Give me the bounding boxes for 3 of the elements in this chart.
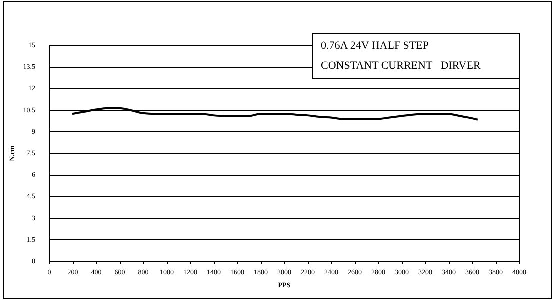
text-box: 0.76A 24V HALF STEP CONSTANT CURRENT DIRVER	[312, 33, 520, 79]
annotation: CONSTANT CURRENT DIRVER	[321, 59, 482, 74]
annotation: 0.76A 24V HALF STEP	[321, 39, 430, 54]
